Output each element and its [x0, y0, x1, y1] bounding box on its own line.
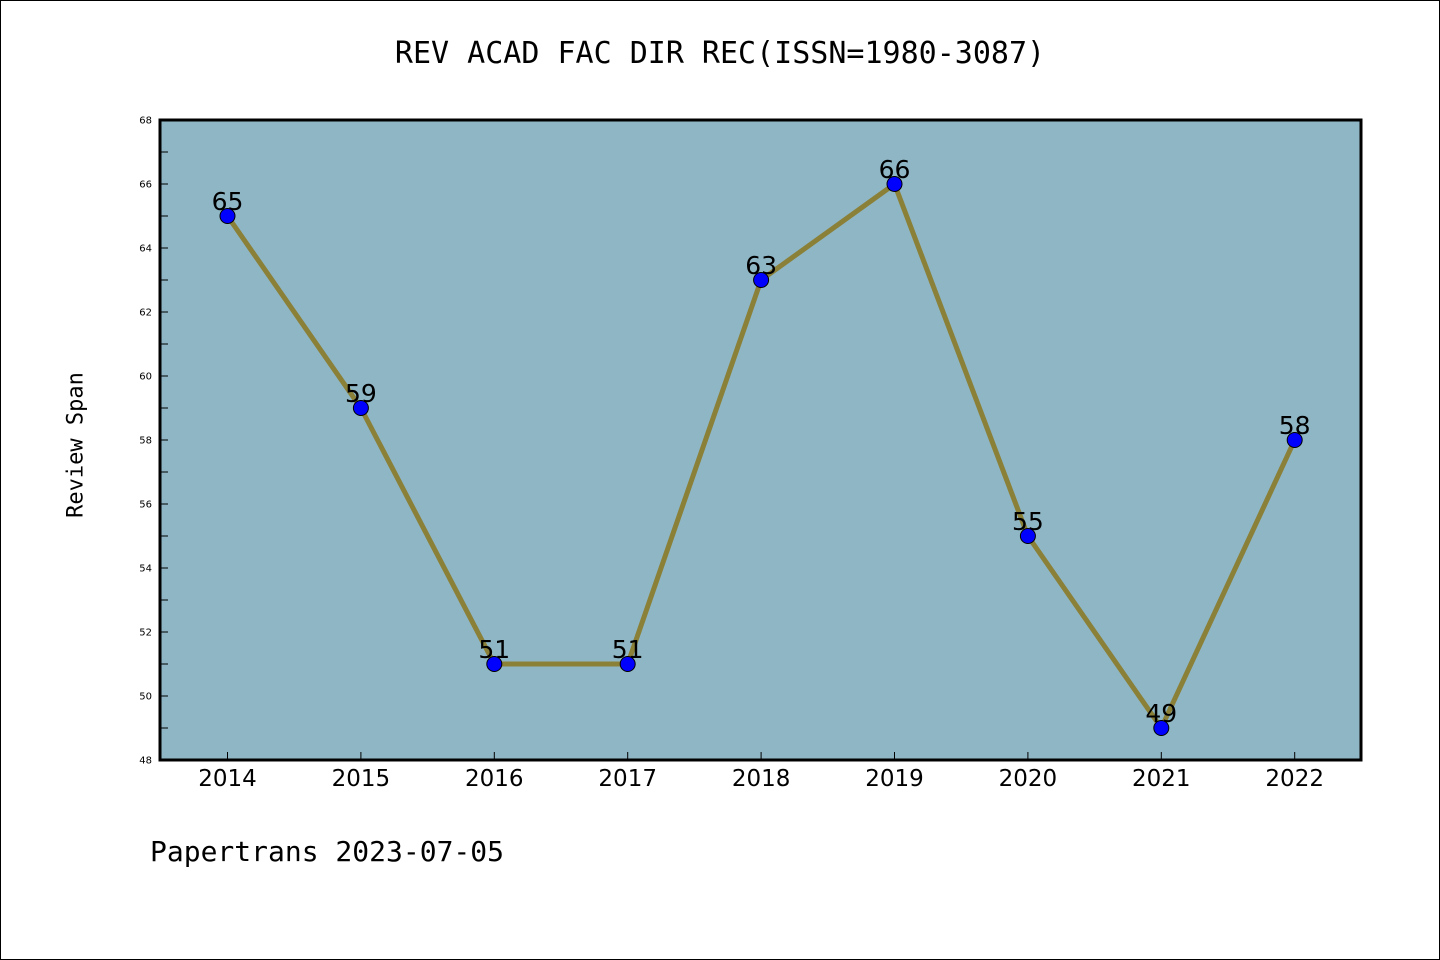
- x-tick-label: 2014: [198, 766, 257, 792]
- x-tick-label: 2015: [332, 766, 391, 792]
- data-point: [219, 208, 236, 224]
- data-point: [1019, 528, 1036, 544]
- y-tick-label: 54: [139, 564, 152, 575]
- y-tick-label: 62: [139, 308, 152, 319]
- y-tick-label: 60: [139, 372, 152, 383]
- data-point: [486, 656, 503, 672]
- data-point: [352, 400, 369, 416]
- chart-title: REV ACAD FAC DIR REC(ISSN=1980-3087): [394, 36, 1046, 71]
- x-tick-label: 2020: [999, 766, 1058, 792]
- y-tick-label: 56: [139, 500, 152, 511]
- x-tick-label: 2022: [1265, 766, 1324, 792]
- y-tick-label: 50: [139, 692, 152, 703]
- plot-border: [158, 118, 1363, 762]
- y-tick-label: 68: [139, 116, 152, 127]
- y-tick-label: 66: [139, 180, 152, 191]
- x-tick-label: 2016: [465, 766, 524, 792]
- data-point: [619, 656, 636, 672]
- data-point: [1286, 432, 1303, 448]
- data-point: [886, 176, 903, 192]
- footer-note: Papertrans 2023-07-05: [150, 835, 505, 868]
- y-tick-label: 64: [139, 244, 152, 255]
- x-tick-label: 2021: [1132, 766, 1191, 792]
- x-tick-label: 2019: [865, 766, 924, 792]
- x-tick-label: 2018: [732, 766, 791, 792]
- y-tick-label: 52: [139, 628, 152, 639]
- y-tick-label: 58: [139, 436, 152, 447]
- data-point: [1153, 720, 1170, 736]
- x-tick-label: 2017: [598, 766, 657, 792]
- data-point: [753, 272, 770, 288]
- plot-area: [160, 120, 1361, 760]
- y-tick-label: 48: [139, 756, 152, 767]
